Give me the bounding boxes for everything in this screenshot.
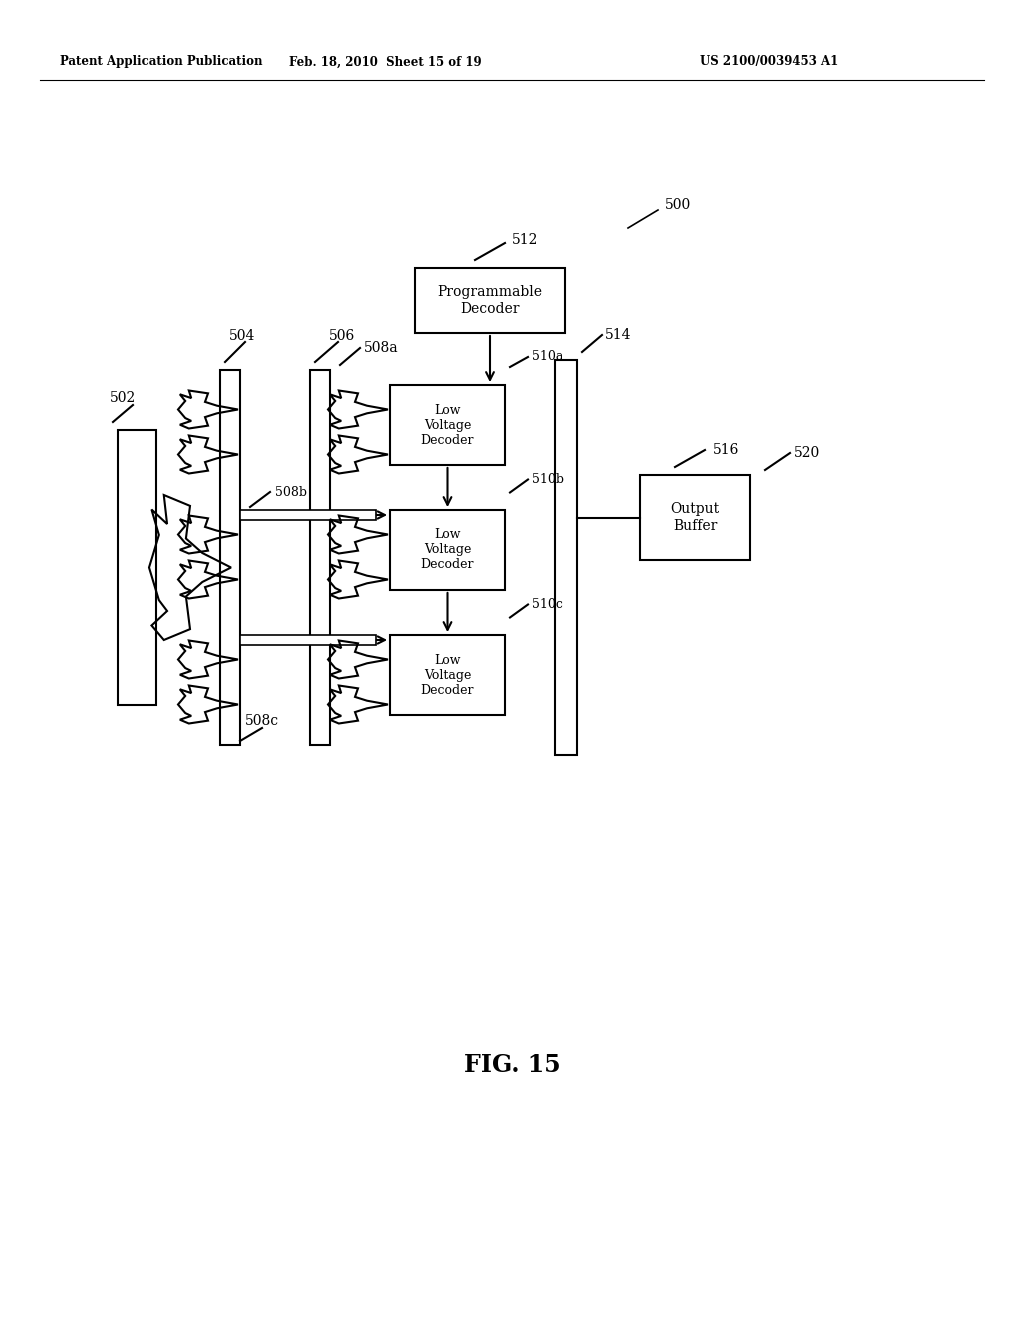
Text: FIG. 15: FIG. 15 <box>464 1053 560 1077</box>
Text: 510c: 510c <box>532 598 563 611</box>
Text: 510a: 510a <box>532 351 563 363</box>
Bar <box>240 510 376 520</box>
Bar <box>415 268 565 333</box>
Bar <box>555 360 577 755</box>
Bar <box>640 475 750 560</box>
Text: Programmable
Decoder: Programmable Decoder <box>437 285 543 315</box>
Bar <box>390 510 505 590</box>
Text: Output
Buffer: Output Buffer <box>671 503 720 532</box>
Text: 508a: 508a <box>364 341 398 355</box>
Text: Low
Voltage
Decoder: Low Voltage Decoder <box>421 404 474 446</box>
Text: 506: 506 <box>329 329 355 343</box>
Bar <box>118 430 156 705</box>
Text: Feb. 18, 2010  Sheet 15 of 19: Feb. 18, 2010 Sheet 15 of 19 <box>289 55 481 69</box>
Bar <box>390 635 505 715</box>
Text: 512: 512 <box>512 234 539 247</box>
Text: 502: 502 <box>110 391 136 405</box>
Text: 500: 500 <box>665 198 691 213</box>
Text: US 2100/0039453 A1: US 2100/0039453 A1 <box>700 55 839 69</box>
Text: Low
Voltage
Decoder: Low Voltage Decoder <box>421 528 474 572</box>
Text: 508c: 508c <box>245 714 280 729</box>
Text: Low
Voltage
Decoder: Low Voltage Decoder <box>421 653 474 697</box>
Bar <box>310 370 330 744</box>
Text: 516: 516 <box>713 444 739 457</box>
Bar <box>390 385 505 465</box>
Bar <box>240 635 376 645</box>
Bar <box>220 370 240 744</box>
Text: 514: 514 <box>605 327 632 342</box>
Text: 504: 504 <box>228 329 255 343</box>
Text: 510b: 510b <box>532 473 564 486</box>
Text: 520: 520 <box>794 446 820 459</box>
Text: 508b: 508b <box>275 486 307 499</box>
Text: Patent Application Publication: Patent Application Publication <box>60 55 262 69</box>
